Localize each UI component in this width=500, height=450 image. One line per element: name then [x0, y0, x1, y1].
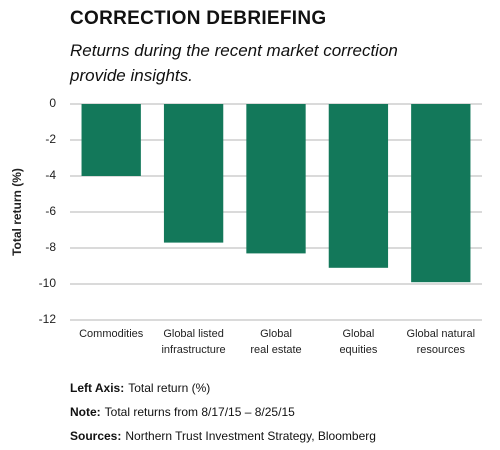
note: Sources: Northern Trust Investment Strate…: [70, 424, 376, 448]
note-text: Total return (%): [128, 381, 211, 395]
chart-subtitle: Returns during the recent market correct…: [70, 41, 398, 85]
note-label: Note:: [70, 405, 101, 419]
y-tick-label: 0: [49, 96, 56, 110]
y-tick-label: -12: [39, 312, 57, 326]
bar: [163, 104, 224, 243]
note: Note: Total returns from 8/17/15 – 8/25/1…: [70, 400, 376, 424]
note: Left Axis: Total return (%): [70, 376, 376, 400]
y-tick-label: -4: [45, 168, 56, 182]
note-text: Total returns from 8/17/15 – 8/25/15: [104, 405, 295, 419]
chart-title: CORRECTION DEBRIEFING: [70, 8, 327, 29]
chart: Total return (%) 0 -2 -4 -6 -8 -10 -12 Commodit…: [10, 96, 482, 356]
x-tick-label: Global natural resources: [407, 328, 476, 356]
note-text: Northern Trust Investment Strategy, Bloo…: [125, 429, 376, 443]
x-tick-label: Global listed infrastructure: [161, 328, 225, 356]
notes: Left Axis: Total return (%) Note: Total ret…: [70, 376, 376, 448]
bar: [246, 104, 306, 254]
note-label: Left Axis:: [70, 381, 125, 395]
bar: [411, 104, 471, 283]
y-tick-label: -10: [39, 276, 57, 290]
y-tick-label: -2: [45, 132, 56, 146]
y-tick-label: -6: [45, 204, 56, 218]
note-label: Sources:: [70, 429, 122, 443]
y-axis-label: Total return (%): [10, 168, 24, 256]
x-tick-label: Commodities: [79, 328, 144, 340]
x-tick-label: Global real estate: [250, 328, 301, 356]
bar: [81, 104, 141, 176]
bar: [328, 104, 389, 268]
y-tick-label: -8: [45, 240, 56, 254]
x-tick-label: Global equities: [339, 328, 377, 356]
